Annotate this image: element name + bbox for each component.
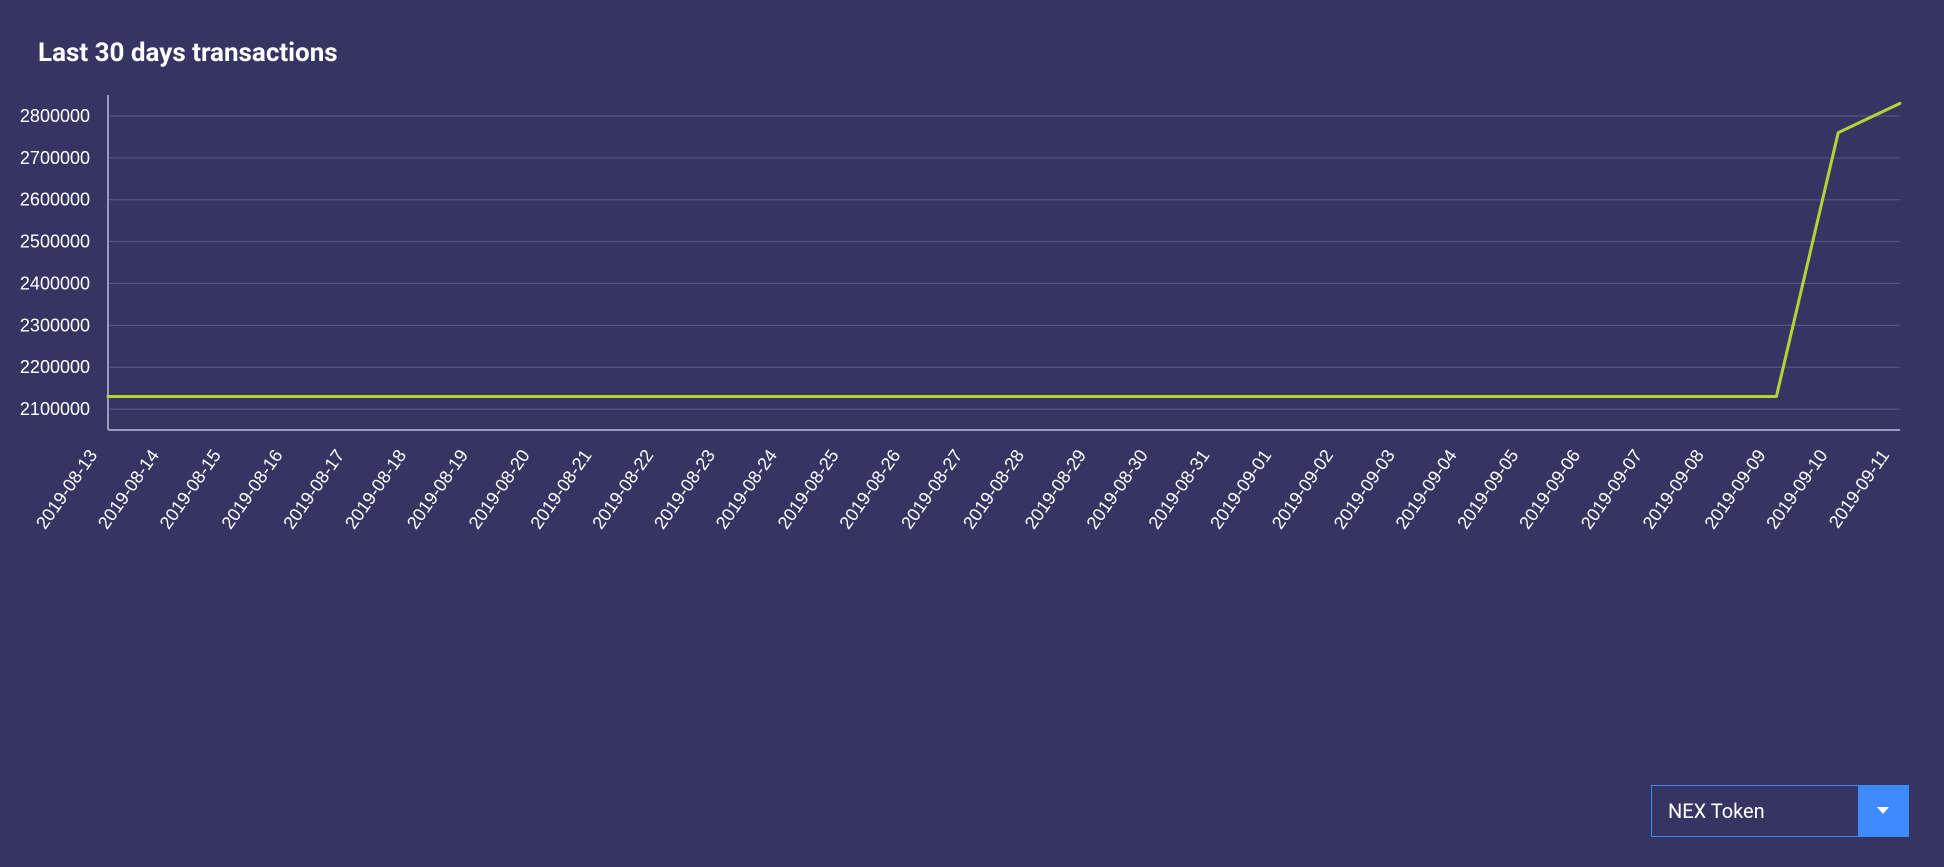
svg-text:2019-09-06: 2019-09-06 xyxy=(1515,446,1584,533)
svg-text:2019-08-20: 2019-08-20 xyxy=(465,446,534,533)
svg-text:2019-08-22: 2019-08-22 xyxy=(588,446,657,533)
svg-text:2019-08-13: 2019-08-13 xyxy=(32,446,101,533)
svg-text:2019-09-08: 2019-09-08 xyxy=(1639,446,1708,533)
svg-text:2019-09-07: 2019-09-07 xyxy=(1577,446,1646,533)
svg-text:2019-08-24: 2019-08-24 xyxy=(712,446,781,533)
chart-title: Last 30 days transactions xyxy=(38,38,338,68)
svg-text:2019-08-23: 2019-08-23 xyxy=(650,446,719,533)
svg-text:2019-09-02: 2019-09-02 xyxy=(1268,446,1337,533)
token-select-value: NEX Token xyxy=(1652,786,1858,836)
svg-text:2019-08-17: 2019-08-17 xyxy=(279,446,348,533)
svg-text:2019-09-11: 2019-09-11 xyxy=(1825,446,1893,532)
chart-area: 2100000 2200000 2300000 2400000 2500000 26000… xyxy=(0,95,1944,695)
line-chart: 2100000 2200000 2300000 2400000 2500000 26000… xyxy=(0,95,1944,595)
svg-text:2019-09-10: 2019-09-10 xyxy=(1762,446,1831,533)
svg-text:2019-08-18: 2019-08-18 xyxy=(341,446,410,533)
svg-text:2019-08-29: 2019-08-29 xyxy=(1021,446,1090,533)
svg-text:2019-08-31: 2019-08-31 xyxy=(1144,446,1213,533)
svg-text:2100000: 2100000 xyxy=(20,399,90,419)
svg-text:2019-08-15: 2019-08-15 xyxy=(156,446,225,533)
svg-text:2800000: 2800000 xyxy=(20,106,90,126)
chart-panel: Last 30 days transactions 2100000 2200000… xyxy=(0,0,1944,867)
svg-text:2019-09-01: 2019-09-01 xyxy=(1206,446,1275,533)
svg-text:2019-08-26: 2019-08-26 xyxy=(835,446,904,533)
token-select[interactable]: NEX Token xyxy=(1651,785,1909,837)
svg-text:2019-08-14: 2019-08-14 xyxy=(94,446,163,533)
svg-text:2019-09-04: 2019-09-04 xyxy=(1392,446,1461,533)
svg-text:2300000: 2300000 xyxy=(20,315,90,335)
svg-text:2019-08-25: 2019-08-25 xyxy=(774,446,843,533)
svg-text:2019-09-09: 2019-09-09 xyxy=(1700,446,1769,533)
svg-text:2019-08-28: 2019-08-28 xyxy=(959,446,1028,533)
svg-text:2019-08-27: 2019-08-27 xyxy=(897,446,966,533)
chevron-down-icon xyxy=(1858,786,1908,836)
svg-text:2019-08-19: 2019-08-19 xyxy=(403,446,472,533)
svg-text:2019-08-16: 2019-08-16 xyxy=(217,446,286,533)
svg-text:2019-09-03: 2019-09-03 xyxy=(1330,446,1399,533)
svg-text:2019-08-30: 2019-08-30 xyxy=(1083,446,1152,533)
svg-text:2600000: 2600000 xyxy=(20,190,90,210)
svg-text:2700000: 2700000 xyxy=(20,148,90,168)
svg-text:2019-09-05: 2019-09-05 xyxy=(1453,446,1522,533)
svg-text:2400000: 2400000 xyxy=(20,273,90,293)
svg-text:2500000: 2500000 xyxy=(20,232,90,252)
svg-text:2019-08-21: 2019-08-21 xyxy=(526,446,595,533)
svg-text:2200000: 2200000 xyxy=(20,357,90,377)
